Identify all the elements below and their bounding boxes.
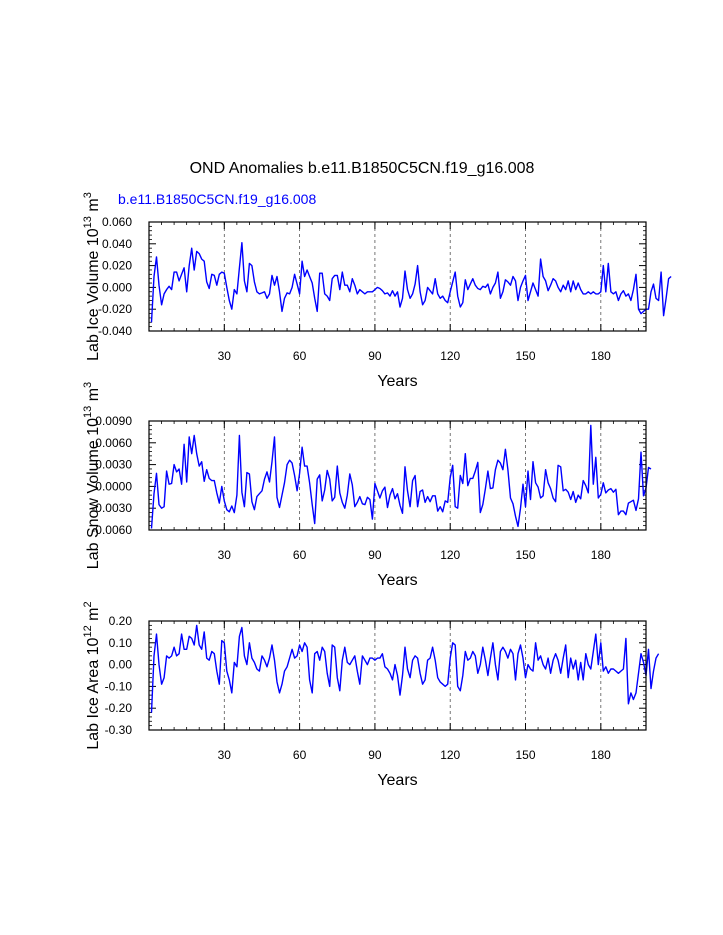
y-tick-label: 0.040 bbox=[102, 237, 132, 251]
series-line bbox=[150, 424, 652, 529]
y-axis-label: Lab Ice Area 1012 m2 bbox=[82, 601, 102, 749]
panel-lab-ice-area: 30 60 90 120 150 180 -0.30 -0.20 -0.10 0.00 0.10 0.… bbox=[82, 601, 660, 789]
y-tick-label: 0.0060 bbox=[95, 436, 132, 450]
x-tick-label: 120 bbox=[440, 349, 460, 363]
x-tick-label: 90 bbox=[368, 349, 382, 363]
y-tick-label: 0.10 bbox=[109, 636, 133, 650]
x-tick-label: 30 bbox=[218, 548, 232, 562]
y-tick-label: -0.0060 bbox=[91, 523, 132, 537]
x-axis-label: Years bbox=[377, 572, 417, 589]
y-tick-label: 0.020 bbox=[102, 259, 132, 273]
y-tick-label: -0.20 bbox=[105, 701, 133, 715]
x-axis-label: Years bbox=[377, 772, 417, 789]
x-tick-label: 60 bbox=[293, 349, 307, 363]
x-tick-label: 120 bbox=[440, 748, 460, 762]
x-tick-label: 30 bbox=[218, 748, 232, 762]
figure-subtitle: b.e11.B1850C5CN.f19_g16.008 bbox=[118, 191, 316, 207]
plot-frame bbox=[148, 420, 647, 531]
y-axis-label: Lab Snow Volume 1013 m3 bbox=[82, 382, 102, 569]
x-tick-label: 90 bbox=[368, 548, 382, 562]
y-tick-label: -0.30 bbox=[105, 723, 133, 737]
x-tick-label: 180 bbox=[591, 349, 611, 363]
y-axis-label: Lab Ice Volume 1013 m3 bbox=[82, 192, 102, 361]
plot-frame bbox=[148, 221, 647, 332]
x-tick-label: 150 bbox=[515, 349, 535, 363]
x-tick-label: 180 bbox=[591, 548, 611, 562]
y-tick-label: -0.020 bbox=[98, 302, 132, 316]
series-line bbox=[150, 241, 672, 323]
x-tick-label: 120 bbox=[440, 548, 460, 562]
y-tick-label: 0.0000 bbox=[95, 479, 132, 493]
y-tick-label: -0.0030 bbox=[91, 501, 132, 515]
x-tick-label: 180 bbox=[591, 748, 611, 762]
x-axis-label: Years bbox=[377, 373, 417, 390]
y-tick-label: 0.000 bbox=[102, 280, 132, 294]
x-tick-label: 90 bbox=[368, 748, 382, 762]
x-tick-label: 60 bbox=[293, 548, 307, 562]
panel-lab-snow-volume: 30 60 90 120 150 180 -0.0060 -0.0030 0.0000 0.003… bbox=[82, 382, 652, 589]
panel-lab-ice-volume: 30 60 90 120 150 180 -0.040 -0.020 0.000 0.020 0.0… bbox=[82, 192, 672, 390]
y-tick-label: 0.0090 bbox=[95, 414, 132, 428]
x-tick-label: 60 bbox=[293, 748, 307, 762]
figure-title: OND Anomalies b.e11.B1850C5CN.f19_g16.00… bbox=[190, 160, 535, 177]
plot-frame bbox=[148, 620, 647, 731]
x-tick-label: 30 bbox=[218, 349, 232, 363]
y-tick-label: -0.10 bbox=[105, 679, 133, 693]
x-tick-label: 150 bbox=[515, 748, 535, 762]
series-line bbox=[150, 624, 660, 713]
y-tick-label: 0.060 bbox=[102, 215, 132, 229]
y-tick-label: -0.040 bbox=[98, 324, 132, 338]
y-tick-label: 0.00 bbox=[109, 658, 133, 672]
y-tick-label: 0.0030 bbox=[95, 458, 132, 472]
y-tick-label: 0.20 bbox=[109, 614, 133, 628]
x-tick-label: 150 bbox=[515, 548, 535, 562]
